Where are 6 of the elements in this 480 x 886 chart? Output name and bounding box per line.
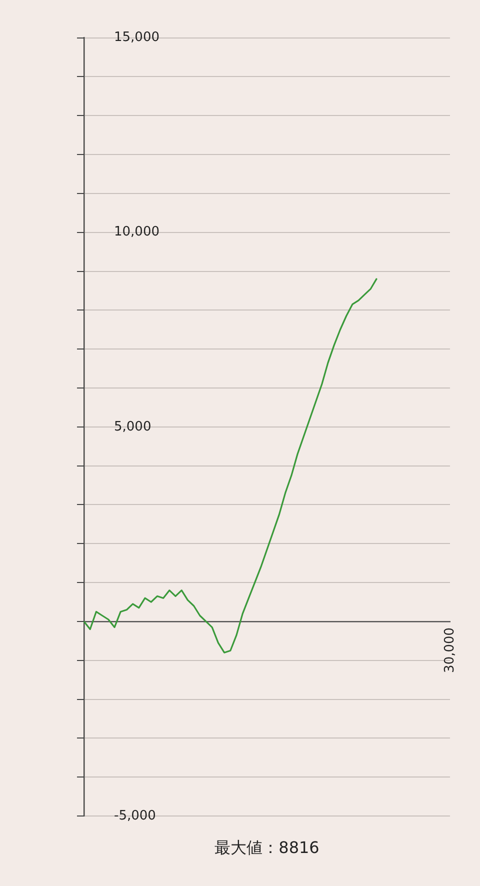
y-tick-label: 5,000 (114, 419, 152, 434)
y-tick-label: 10,000 (114, 224, 160, 240)
annotation: 30,000 (442, 627, 458, 673)
y-tick-label: -5,000 (114, 808, 156, 824)
text: 最大値：8816 (214, 838, 320, 858)
y-tick-label: 15,000 (114, 30, 160, 46)
